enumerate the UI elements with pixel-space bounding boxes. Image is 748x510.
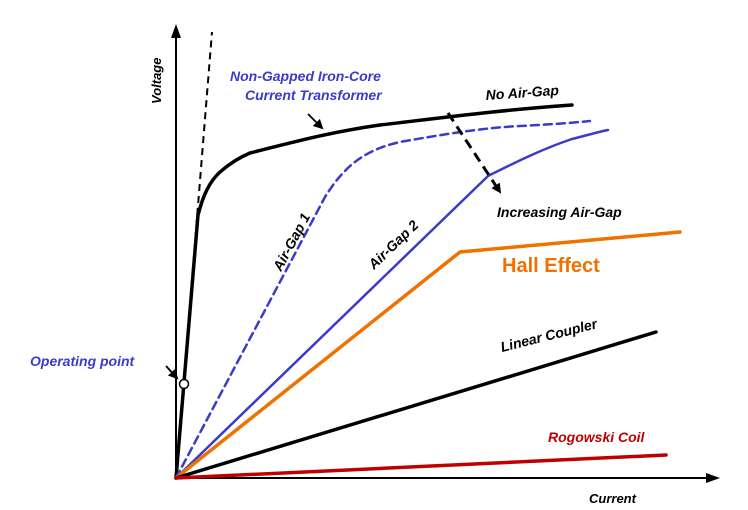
operating-point-leader-arrow [165,365,179,380]
air-gap-1-label: Air-Gap 1 [269,210,313,274]
hall-effect-label: Hall Effect [502,255,600,277]
air-gap-2-label: Air-Gap 2 [364,217,421,273]
no-air-gap-label: No Air-Gap [485,82,560,103]
operating-point-marker [178,378,190,390]
no-air-gap-curve [174,103,574,480]
linear-coupler-label: Linear Coupler [499,315,600,355]
non-gapped-leader-arrow [307,113,324,130]
x-axis-label: Current [589,491,637,506]
operating-point-label: Operating point [30,353,136,369]
rogowski-coil-label: Rogowski Coil [548,429,646,445]
x-axis-arrowhead [706,473,720,483]
non-gapped-label-line1: Non-Gapped Iron-Core [230,68,381,84]
y-axis-arrowhead [171,24,181,38]
rogowski-coil-line [174,453,668,480]
y-axis-label: Voltage [149,58,164,104]
linear-coupler-line [174,330,658,480]
increasing-air-gap-label: Increasing Air-Gap [497,204,622,220]
air-gap-2-curve [174,128,610,480]
non-gapped-label-line2: Current Transformer [245,87,383,103]
air-gap-1-curve [174,119,592,480]
increasing-air-gap-arrow [446,112,502,194]
hall-effect-curve [174,230,682,480]
